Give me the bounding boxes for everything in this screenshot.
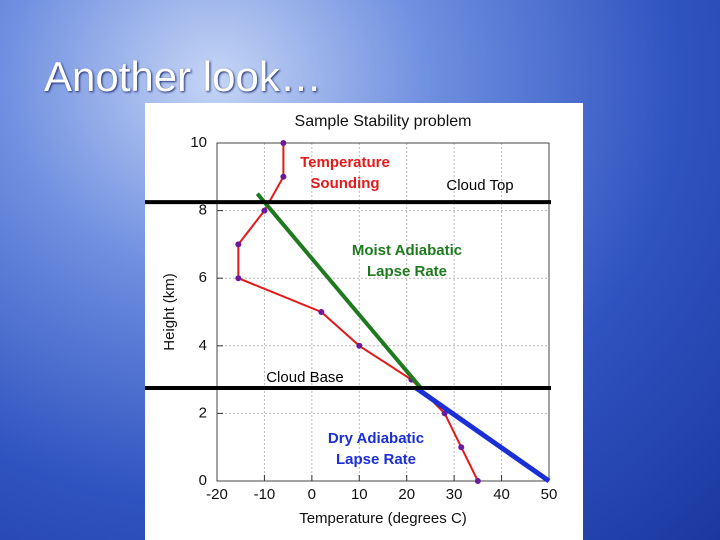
plot: 0 2 4 6 8 10 -20 -10 0 10 20 30 40 50 Temperature Sound…: [145, 134, 557, 503]
plot-frame: [216, 142, 550, 482]
data-point: [261, 207, 268, 214]
data-point: [474, 478, 481, 484]
series-label: Sounding: [310, 175, 379, 192]
data-point: [280, 140, 287, 146]
data-point: [318, 309, 325, 315]
series-label: Lapse Rate: [367, 263, 447, 280]
x-tick-label: 10: [351, 486, 368, 503]
y-tick-label: 8: [199, 202, 207, 219]
y-axis-label: Height (km): [161, 273, 178, 351]
series-label: Temperature: [300, 154, 390, 171]
series-label: Moist Adiabatic: [352, 242, 462, 259]
chart-title: Sample Stability problem: [295, 113, 472, 130]
series-label: Dry Adiabatic: [328, 430, 424, 447]
x-tick-label: 30: [446, 486, 463, 503]
y-tick-label: 6: [199, 269, 207, 286]
data-point: [235, 275, 242, 282]
x-tick-label: 20: [398, 486, 415, 503]
x-axis-label: Temperature (degrees C): [299, 510, 467, 527]
series-line: [414, 386, 551, 484]
slide-title: Another look…: [44, 53, 322, 100]
data-point: [280, 173, 287, 180]
data-point: [235, 241, 242, 248]
reference-label: Cloud Top: [446, 177, 513, 194]
series-line: [255, 192, 423, 390]
x-tick-label: -20: [206, 486, 228, 503]
data-point: [458, 444, 465, 451]
x-tick-label: 40: [493, 486, 510, 503]
data-point: [356, 342, 363, 349]
x-tick-label: 50: [541, 486, 558, 503]
series-label: Lapse Rate: [336, 451, 416, 468]
y-tick-label: 4: [199, 337, 207, 354]
y-tick-label: 0: [199, 472, 207, 489]
x-tick-label: -10: [254, 486, 276, 503]
reference-label: Cloud Base: [266, 369, 344, 386]
y-tick-label: 2: [199, 404, 207, 421]
y-tick-label: 10: [190, 134, 207, 151]
x-tick-label: 0: [308, 486, 316, 503]
